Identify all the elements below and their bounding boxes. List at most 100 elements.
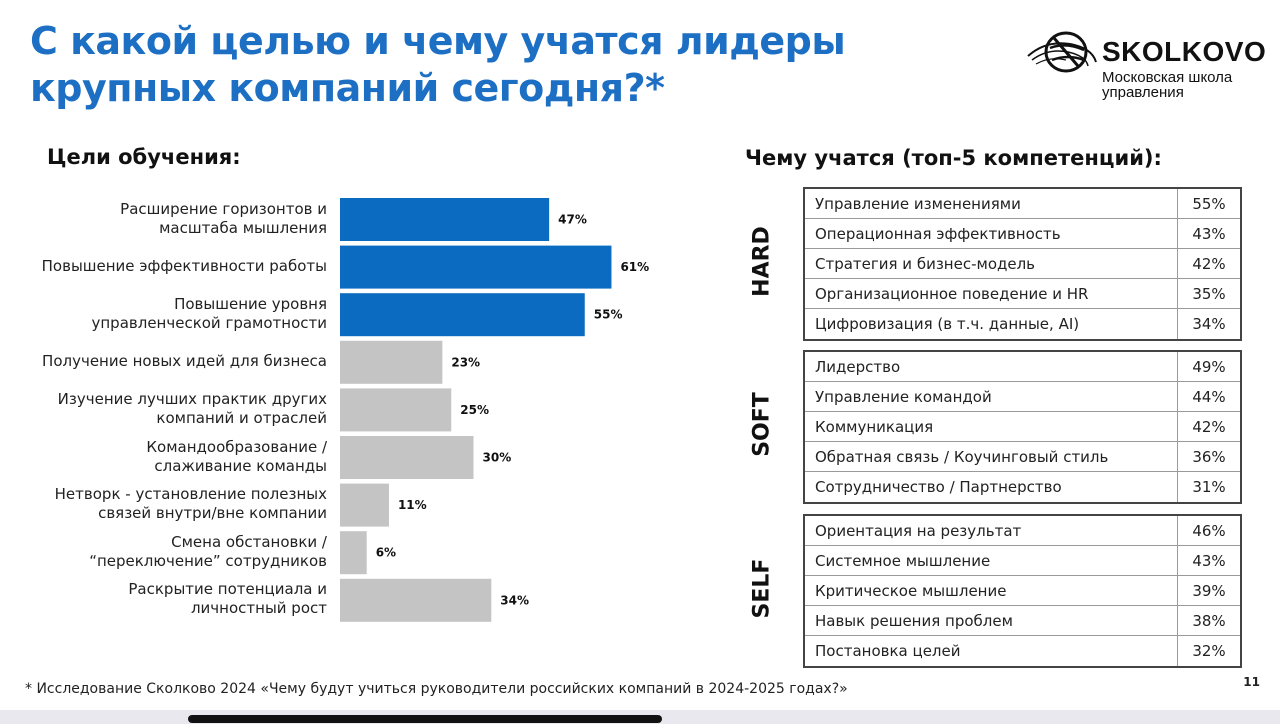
competency-name: Постановка целей bbox=[815, 642, 961, 660]
category-label-4: Изучение лучших практик других компаний и… bbox=[7, 390, 327, 428]
competency-name: Управление изменениями bbox=[815, 195, 1021, 213]
logo-subtitle-line-1: Московская школа bbox=[1102, 69, 1233, 86]
bar-value-label-8: 34% bbox=[500, 593, 529, 607]
table-row: Коммуникация 42% bbox=[805, 412, 1240, 442]
group-label-self: SELF bbox=[749, 558, 775, 619]
table-row: Системное мышление 43% bbox=[805, 546, 1240, 576]
bar-2 bbox=[340, 293, 585, 337]
category-label-6-line-0: Нетворк - установление полезных bbox=[54, 485, 327, 504]
competency-value: 35% bbox=[1177, 279, 1240, 308]
category-label-5-line-1: слаживание команды bbox=[154, 456, 327, 475]
bar-value-label-0: 47% bbox=[558, 213, 587, 227]
category-label-7: Смена обстановки / “переключение” сотрудн… bbox=[7, 533, 327, 571]
competency-name: Управление командой bbox=[815, 388, 992, 406]
category-label-2-line-1: управленческой грамотности bbox=[91, 313, 328, 332]
category-label-0: Расширение горизонтов и масштаба мышления bbox=[7, 200, 327, 238]
category-label-1-line-0: Повышение эффективности работы bbox=[41, 256, 327, 275]
globe-swirl-icon bbox=[1027, 31, 1097, 73]
competency-name: Коммуникация bbox=[815, 418, 934, 436]
category-label-8-line-1: личностный рост bbox=[190, 599, 327, 618]
category-label-0-line-0: Расширение горизонтов и bbox=[120, 199, 327, 218]
competency-table-hard: Управление изменениями 55% Операционная эф… bbox=[803, 187, 1242, 341]
category-label-8: Раскрытие потенциала и личностный рост bbox=[7, 580, 327, 618]
bar-value-label-1: 61% bbox=[620, 260, 649, 274]
competency-name: Системное мышление bbox=[815, 552, 991, 570]
category-label-0-line-1: масштаба мышления bbox=[159, 218, 327, 237]
competency-name: Сотрудничество / Партнерство bbox=[815, 478, 1062, 496]
category-label-7-line-1: “переключение” сотрудников bbox=[89, 551, 327, 570]
bar-7 bbox=[340, 531, 367, 575]
table-row: Ориентация на результат 46% bbox=[805, 516, 1240, 546]
category-label-6: Нетворк - установление полезных связей вн… bbox=[7, 485, 327, 523]
table-row: Организационное поведение и HR 35% bbox=[805, 279, 1240, 309]
category-label-2: Повышение уровня управленческой грамотнос… bbox=[7, 294, 328, 333]
table-row: Управление изменениями 55% bbox=[805, 189, 1240, 219]
competency-value: 32% bbox=[1177, 636, 1240, 666]
skolkovo-logo: SKOLKOVO Московская школа управления bbox=[1026, 30, 1266, 106]
table-row: Постановка целей 32% bbox=[805, 636, 1240, 666]
bar-value-label-6: 11% bbox=[398, 498, 427, 512]
bar-3 bbox=[340, 340, 443, 384]
category-label-5-line-0: Командообразование / bbox=[146, 437, 327, 456]
competency-value: 46% bbox=[1177, 516, 1240, 545]
table-row: Стратегия и бизнес-модель 42% bbox=[805, 249, 1240, 279]
competency-value: 49% bbox=[1177, 352, 1240, 381]
table-row: Операционная эффективность 43% bbox=[805, 219, 1240, 249]
competency-value: 42% bbox=[1177, 412, 1240, 441]
competency-value: 36% bbox=[1177, 442, 1240, 471]
scrollbar-thumb[interactable] bbox=[188, 715, 662, 723]
bar-1 bbox=[340, 245, 612, 289]
bar-value-label-3: 23% bbox=[451, 355, 480, 369]
category-label-2-line-0: Повышение уровня bbox=[174, 294, 327, 313]
category-label-1: Повышение эффективности работы bbox=[7, 257, 327, 276]
competency-name: Операционная эффективность bbox=[815, 225, 1061, 243]
competency-value: 44% bbox=[1177, 382, 1240, 411]
logo-name: SKOLKOVO bbox=[1102, 36, 1267, 67]
competency-value: 43% bbox=[1177, 219, 1240, 248]
logo-subtitle-line-2: управления bbox=[1102, 84, 1184, 101]
footnote: * Исследование Сколково 2024 «Чему будут… bbox=[25, 681, 848, 697]
table-row: Лидерство 49% bbox=[805, 352, 1240, 382]
competency-table-self: Ориентация на результат 46% Системное мышл… bbox=[803, 514, 1242, 668]
group-label-soft: SOFT bbox=[749, 392, 775, 457]
category-label-3-line-0: Получение новых идей для бизнеса bbox=[42, 351, 327, 370]
goals-bar-chart: 47% 61% 55% 23% 25% 30% 11% 6% 34% bbox=[340, 198, 649, 622]
competency-name: Обратная связь / Коучинговый стиль bbox=[815, 448, 1109, 466]
bar-value-label-7: 6% bbox=[376, 546, 396, 560]
page-number: 11 bbox=[1243, 675, 1260, 689]
page-title-line-1: С какой целью и чему учатся лидеры bbox=[30, 19, 846, 63]
table-row: Управление командой 44% bbox=[805, 382, 1240, 412]
table-row: Сотрудничество / Партнерство 31% bbox=[805, 472, 1240, 502]
competency-name: Лидерство bbox=[815, 358, 901, 376]
bar-6 bbox=[340, 483, 389, 527]
table-row: Навык решения проблем 38% bbox=[805, 606, 1240, 636]
category-label-6-line-1: связей внутри/вне компании bbox=[98, 504, 327, 523]
table-row: Цифровизация (в т.ч. данные, AI) 34% bbox=[805, 309, 1240, 339]
competency-value: 31% bbox=[1177, 472, 1240, 502]
bar-value-label-5: 30% bbox=[483, 451, 512, 465]
competency-value: 38% bbox=[1177, 606, 1240, 635]
group-label-hard: HARD bbox=[749, 226, 775, 297]
competency-value: 39% bbox=[1177, 576, 1240, 605]
category-label-8-line-0: Раскрытие потенциала и bbox=[128, 580, 327, 599]
bar-8 bbox=[340, 578, 492, 622]
bar-0 bbox=[340, 198, 550, 241]
bar-5 bbox=[340, 436, 474, 479]
page-title: С какой целью и чему учатся лидеры крупн… bbox=[30, 18, 846, 112]
category-label-4-line-0: Изучение лучших практик других bbox=[57, 389, 327, 408]
bar-4 bbox=[340, 388, 452, 432]
competency-name: Навык решения проблем bbox=[815, 612, 1013, 630]
competency-name: Организационное поведение и HR bbox=[815, 285, 1089, 303]
goals-heading: Цели обучения: bbox=[47, 145, 241, 169]
bar-value-label-4: 25% bbox=[460, 403, 489, 417]
competencies-heading: Чему учатся (топ-5 компетенций): bbox=[745, 146, 1162, 170]
bar-value-label-2: 55% bbox=[594, 308, 623, 322]
category-label-4-line-1: компаний и отраслей bbox=[156, 408, 327, 427]
page-title-line-2: крупных компаний сегодня?* bbox=[30, 66, 665, 110]
logo-subtitle: Московская школа управления bbox=[1102, 70, 1272, 100]
competency-name: Стратегия и бизнес-модель bbox=[815, 255, 1036, 273]
competency-value: 55% bbox=[1177, 189, 1240, 218]
competency-table-soft: Лидерство 49% Управление командой 44% Коммун… bbox=[803, 350, 1242, 504]
table-row: Обратная связь / Коучинговый стиль 36% bbox=[805, 442, 1240, 472]
competency-name: Ориентация на результат bbox=[815, 522, 1022, 540]
